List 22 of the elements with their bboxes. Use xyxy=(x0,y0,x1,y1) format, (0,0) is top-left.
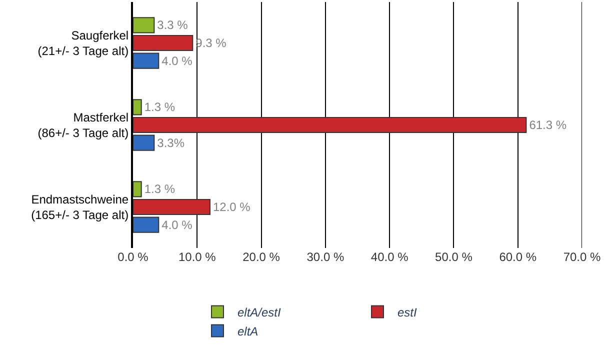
legend-label: eltA/estI xyxy=(238,305,282,320)
data-label: 1.3 % xyxy=(144,182,176,196)
data-label: 12.0 % xyxy=(212,200,251,214)
x-tick-label: 40.0 % xyxy=(370,250,409,264)
x-tick-label: 60.0 % xyxy=(499,250,537,264)
legend-label: eltA xyxy=(238,324,258,338)
x-tick-label: 50.0 % xyxy=(435,250,473,264)
x-tick-label: 30.0 % xyxy=(306,250,344,264)
y-tick-label: Saugferkel (21+/- 3 Tage alt) xyxy=(38,28,129,58)
y-tick-label: Mastferkel (86+/- 3 Tage alt) xyxy=(38,110,129,140)
y-tick-label: Endmastschweine (165+/- 3 Tage alt) xyxy=(31,192,129,222)
data-label: 4.0 % xyxy=(162,54,193,68)
x-tick-label: 10.0 % xyxy=(178,250,216,264)
data-label: 61.3 % xyxy=(529,118,567,132)
data-label: 1.3 % xyxy=(144,100,176,114)
data-label: 3.3 % xyxy=(157,18,188,32)
data-label: 4.0 % xyxy=(162,218,193,232)
data-label: 3.3% xyxy=(157,136,185,150)
x-tick-label: 70.0 % xyxy=(563,250,602,264)
x-tick-label: 20.0 % xyxy=(242,250,280,264)
legend-label: estI xyxy=(398,305,418,320)
x-tick-label: 0.0 % xyxy=(118,250,149,264)
